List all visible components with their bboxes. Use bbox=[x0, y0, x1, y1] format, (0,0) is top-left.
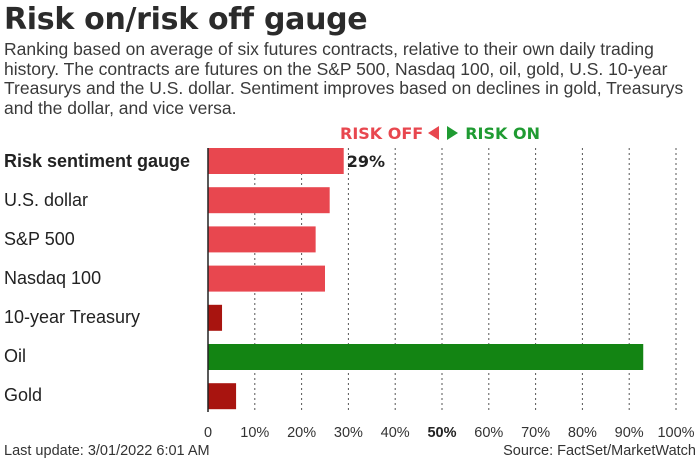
risk-on-label: RISK ON bbox=[465, 123, 540, 143]
bar-10-year-treasury bbox=[208, 304, 223, 331]
category-label-us-dollar: U.S. dollar bbox=[4, 190, 89, 210]
x-tick-label-10: 10% bbox=[240, 425, 269, 441]
category-label-gold: Gold bbox=[4, 385, 43, 405]
category-label-10-year-treasury: 10-year Treasury bbox=[4, 307, 141, 327]
chart-title: Risk on/risk off gauge bbox=[4, 2, 368, 37]
bar-gold bbox=[208, 383, 237, 410]
category-label-risk-sentiment-gauge: Risk sentiment gauge bbox=[4, 151, 191, 171]
category-label-nasdaq-100: Nasdaq 100 bbox=[4, 268, 102, 288]
bar-oil bbox=[208, 344, 644, 370]
chart-subtitle: Ranking based on average of six futures … bbox=[4, 39, 684, 118]
right-arrow-icon bbox=[447, 126, 459, 140]
left-arrow-icon bbox=[428, 126, 440, 140]
bar-u-s-dollar bbox=[208, 187, 330, 214]
x-tick-label-60: 60% bbox=[474, 425, 503, 441]
bar-nasdaq-100 bbox=[208, 265, 325, 292]
x-tick-label-40: 40% bbox=[381, 425, 410, 441]
x-tick-label-70: 70% bbox=[521, 425, 550, 441]
x-tick-label-30: 30% bbox=[334, 425, 363, 441]
bar-risk-sentiment-gauge bbox=[208, 148, 344, 174]
source-note: Source: FactSet/MarketWatch bbox=[503, 443, 696, 459]
x-tick-label-100: 100% bbox=[657, 425, 694, 441]
risk-off-label: RISK OFF bbox=[340, 123, 424, 143]
x-tick-label-90: 90% bbox=[615, 425, 644, 441]
risk-legend: RISK OFF RISK ON bbox=[340, 121, 540, 145]
last-update: Last update: 3/01/2022 6:01 AM bbox=[4, 443, 210, 459]
category-label-sp-500: S&P 500 bbox=[4, 229, 75, 249]
x-tick-label-50: 50% bbox=[427, 425, 456, 441]
x-tick-label-0: 0 bbox=[204, 425, 212, 441]
data-label-risk-sentiment-gauge: 29% bbox=[347, 152, 385, 171]
category-label-oil: Oil bbox=[4, 346, 26, 366]
bar-s-p-500 bbox=[208, 226, 316, 253]
x-tick-label-20: 20% bbox=[287, 425, 316, 441]
x-tick-label-80: 80% bbox=[568, 425, 597, 441]
